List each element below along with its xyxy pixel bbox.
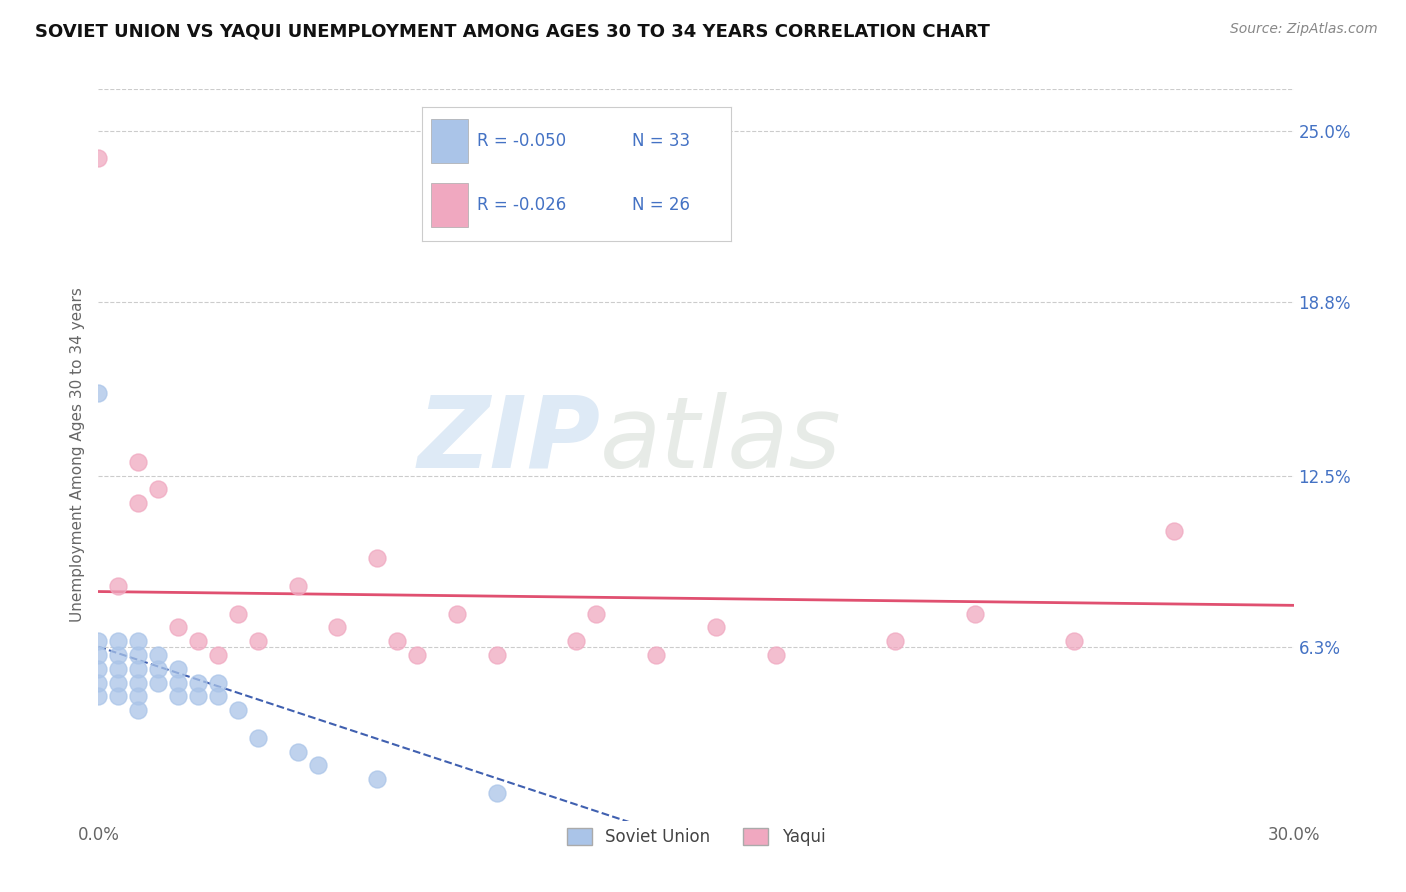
Point: [1163, 524, 1185, 538]
Point: [87, 690, 110, 704]
Point: [187, 675, 209, 690]
Point: [107, 690, 129, 704]
Text: N = 33: N = 33: [633, 132, 690, 150]
Point: [187, 634, 209, 648]
Point: [366, 551, 388, 566]
Point: [187, 690, 209, 704]
Point: [287, 579, 309, 593]
Point: [148, 648, 170, 662]
Point: [884, 634, 907, 648]
Point: [585, 607, 607, 621]
Point: [1063, 634, 1085, 648]
Point: [87, 648, 110, 662]
Point: [963, 607, 986, 621]
Y-axis label: Unemployment Among Ages 30 to 34 years: Unemployment Among Ages 30 to 34 years: [69, 287, 84, 623]
Point: [485, 648, 508, 662]
Point: [226, 607, 249, 621]
Point: [765, 648, 787, 662]
Point: [127, 675, 149, 690]
Bar: [432, 184, 468, 227]
Point: [87, 634, 110, 648]
Point: [704, 620, 727, 634]
Text: R = -0.050: R = -0.050: [478, 132, 567, 150]
Point: [446, 607, 468, 621]
Point: [87, 675, 110, 690]
Point: [246, 634, 269, 648]
Point: [127, 703, 149, 717]
Bar: [432, 119, 468, 163]
Point: [127, 690, 149, 704]
Point: [167, 675, 190, 690]
Point: [107, 634, 129, 648]
Point: [326, 620, 349, 634]
Text: SOVIET UNION VS YAQUI UNEMPLOYMENT AMONG AGES 30 TO 34 YEARS CORRELATION CHART: SOVIET UNION VS YAQUI UNEMPLOYMENT AMONG…: [35, 22, 990, 40]
Text: R = -0.026: R = -0.026: [478, 196, 567, 214]
Point: [127, 648, 149, 662]
Point: [107, 648, 129, 662]
Point: [127, 634, 149, 648]
Point: [307, 758, 329, 772]
Point: [107, 579, 129, 593]
Point: [207, 690, 229, 704]
Point: [148, 483, 170, 497]
Text: ZIP: ZIP: [418, 392, 600, 489]
Text: atlas: atlas: [600, 392, 842, 489]
Point: [385, 634, 409, 648]
Point: [148, 675, 170, 690]
Point: [127, 455, 149, 469]
Point: [366, 772, 388, 787]
Point: [127, 496, 149, 510]
Point: [148, 662, 170, 676]
Point: [565, 634, 588, 648]
Point: [167, 690, 190, 704]
Point: [406, 648, 429, 662]
Point: [287, 745, 309, 759]
Point: [207, 648, 229, 662]
Point: [87, 385, 110, 400]
Point: [207, 675, 229, 690]
Point: [87, 151, 110, 165]
Legend: Soviet Union, Yaqui: Soviet Union, Yaqui: [560, 821, 832, 853]
Point: [127, 662, 149, 676]
Point: [645, 648, 668, 662]
Text: N = 26: N = 26: [633, 196, 690, 214]
Point: [485, 786, 508, 800]
Point: [107, 675, 129, 690]
Point: [167, 620, 190, 634]
Point: [87, 662, 110, 676]
Point: [107, 662, 129, 676]
Point: [226, 703, 249, 717]
Text: Source: ZipAtlas.com: Source: ZipAtlas.com: [1230, 22, 1378, 37]
Point: [167, 662, 190, 676]
Point: [246, 731, 269, 745]
